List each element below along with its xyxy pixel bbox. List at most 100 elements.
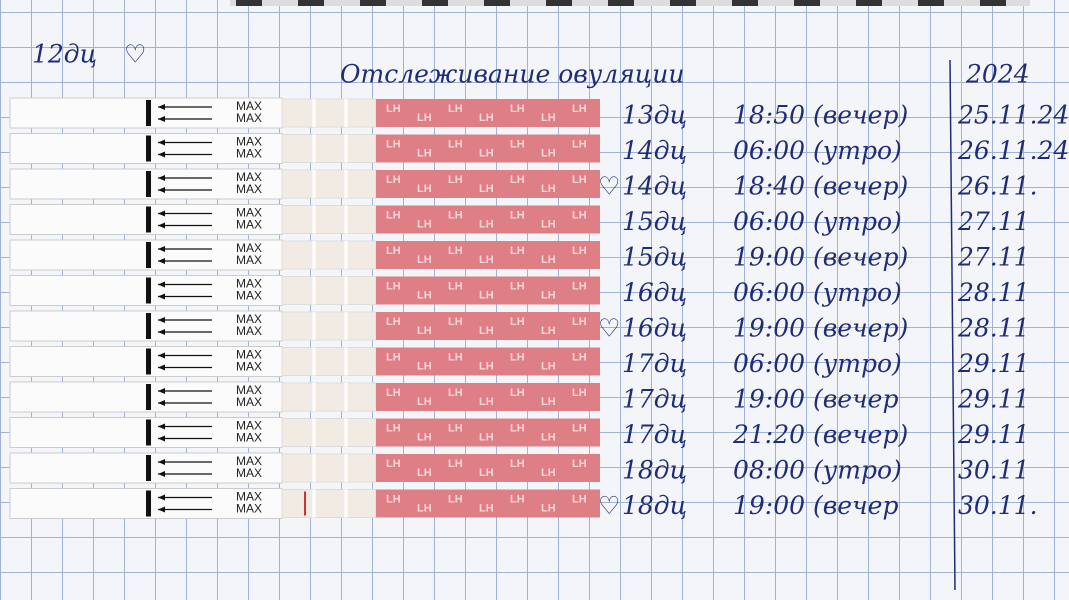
arrow-head xyxy=(158,388,165,394)
arrow-head xyxy=(158,400,165,406)
wrapper xyxy=(376,241,600,269)
wrapper-label: LH xyxy=(572,138,587,150)
wrapper-label: LH xyxy=(510,138,525,150)
wrapper-label: LH xyxy=(448,493,463,505)
arrow-head xyxy=(158,364,165,371)
arrow-head xyxy=(158,329,165,335)
wrapper-label: LH xyxy=(572,422,587,434)
cycle-day: 17дц xyxy=(622,349,687,378)
test-window xyxy=(281,169,377,199)
strip-bar xyxy=(146,419,151,446)
date: 27.11 xyxy=(957,207,1030,236)
spiral-ring xyxy=(422,0,448,6)
max-label: MAX xyxy=(236,324,262,338)
spiral-ring xyxy=(732,0,758,6)
cycle-day: 14дц xyxy=(622,172,687,201)
test-window xyxy=(281,240,377,270)
arrow-head xyxy=(158,506,165,513)
date: 29.11 xyxy=(957,349,1030,378)
cycle-day: 15дц xyxy=(622,207,687,236)
arrow-head xyxy=(158,151,165,158)
strip-bar xyxy=(146,277,151,304)
spiral-ring xyxy=(980,0,1006,6)
time: 18:40 (вечер) xyxy=(733,172,908,201)
wrapper-label: LH xyxy=(541,218,556,230)
arrow-head xyxy=(158,258,165,264)
test-window xyxy=(281,382,377,412)
wrapper-label: LH xyxy=(572,174,587,186)
arrow-head xyxy=(158,222,165,229)
wrapper-label: LH xyxy=(510,351,525,363)
arrow-head xyxy=(158,210,165,217)
spiral-ring xyxy=(608,0,634,6)
wrapper-label: LH xyxy=(479,147,494,159)
strip-bar xyxy=(146,242,151,268)
wrapper xyxy=(376,418,600,447)
wrapper xyxy=(376,489,600,518)
wrapper-label: LH xyxy=(386,316,401,328)
heart: ♡ xyxy=(598,491,620,520)
test-window xyxy=(281,134,377,163)
wrapper-label: LH xyxy=(479,325,494,337)
arrow-head xyxy=(158,435,165,442)
wrapper-label: LH xyxy=(386,209,401,221)
strip-bar xyxy=(146,384,151,410)
wrapper-label: LH xyxy=(386,245,401,257)
spiral-ring xyxy=(918,0,944,6)
cycle-note: 12дц xyxy=(32,40,97,69)
date: 25.11.24 xyxy=(957,101,1069,130)
wrapper-label: LH xyxy=(448,174,463,186)
wrapper-label: LH xyxy=(479,218,494,230)
arrow-head xyxy=(158,187,165,193)
test-window xyxy=(281,453,377,483)
arrow-head xyxy=(158,459,165,465)
wrapper-label: LH xyxy=(572,103,587,115)
wrapper xyxy=(376,205,600,234)
wrapper-label: LH xyxy=(510,280,525,292)
date: 29.11 xyxy=(957,420,1030,449)
time: 19:00 (вечер) xyxy=(733,243,908,272)
wrapper-label: LH xyxy=(541,325,556,337)
wrapper-label: LH xyxy=(417,502,432,514)
wrapper-label: LH xyxy=(541,147,556,159)
max-label: MAX xyxy=(236,241,262,255)
wrapper-label: LH xyxy=(572,458,587,470)
wrapper-label: LH xyxy=(448,209,463,221)
date: 26.11. xyxy=(957,172,1038,201)
spiral-ring xyxy=(856,0,882,6)
wrapper-label: LH xyxy=(572,209,587,221)
wrapper-label: LH xyxy=(541,502,556,514)
spiral-ring xyxy=(546,0,572,6)
wrapper-label: LH xyxy=(448,387,463,399)
wrapper-label: LH xyxy=(448,316,463,328)
time: 06:00 (утро) xyxy=(733,349,902,378)
date: 26.11.24 xyxy=(957,136,1069,165)
wrapper-label: LH xyxy=(386,351,401,363)
wrapper-label: LH xyxy=(417,360,432,372)
arrow-head xyxy=(158,317,165,323)
wrapper-label: LH xyxy=(448,280,463,292)
max-label: MAX xyxy=(236,466,262,480)
wrapper-label: LH xyxy=(510,245,525,257)
wrapper-label: LH xyxy=(448,103,463,115)
wrapper-label: LH xyxy=(510,493,525,505)
max-label: MAX xyxy=(236,348,262,362)
max-label: MAX xyxy=(236,383,262,397)
wrapper-label: LH xyxy=(541,254,556,266)
wrapper-label: LH xyxy=(479,360,494,372)
wrapper-label: LH xyxy=(417,325,432,337)
test-window xyxy=(281,347,377,376)
wrapper-label: LH xyxy=(572,245,587,257)
wrapper-label: LH xyxy=(417,289,432,301)
wrapper xyxy=(376,99,600,127)
spiral-ring xyxy=(236,0,262,6)
